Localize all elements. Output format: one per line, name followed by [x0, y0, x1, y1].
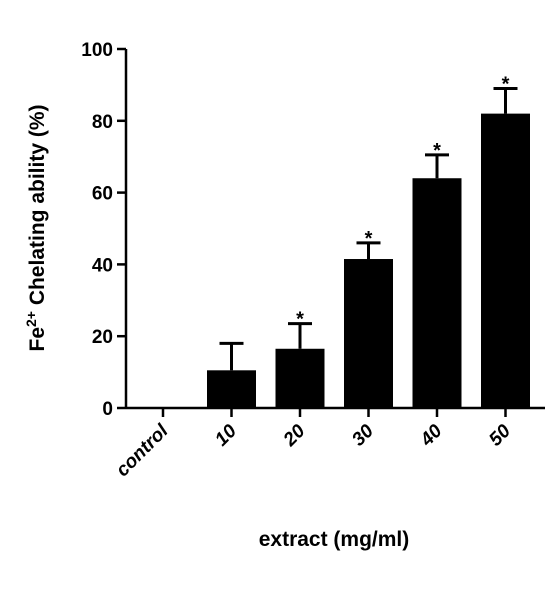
- x-tick-label: 50: [485, 420, 515, 450]
- bars: [207, 113, 530, 409]
- y-tick-label: 20: [92, 327, 113, 348]
- bar: [481, 113, 530, 409]
- bar: [344, 259, 393, 408]
- y-axis-title-rest: Chelating ability (%): [26, 105, 49, 312]
- x-tick-label: 20: [279, 420, 310, 451]
- x-tick-label: control: [112, 420, 173, 481]
- y-tick-label: 60: [92, 184, 113, 205]
- y-ticks: 0 20 40 60 80 100: [81, 40, 126, 420]
- y-tick-label: 100: [81, 40, 113, 61]
- y-tick-label: 40: [92, 255, 113, 276]
- x-tick-label: 10: [211, 420, 241, 450]
- y-tick-label: 0: [102, 399, 113, 420]
- x-tick-label: 40: [416, 420, 447, 451]
- y-axis-title-main: Fe: [26, 327, 49, 352]
- x-axis-title: extract (mg/ml): [259, 528, 410, 551]
- significance-mark: *: [433, 140, 441, 162]
- x-tick-label: 30: [348, 420, 378, 450]
- y-tick-label: 80: [92, 112, 113, 133]
- bar: [412, 178, 462, 408]
- y-axis-title-superscript: 2+: [23, 311, 39, 327]
- significance-mark: *: [502, 73, 510, 95]
- x-ticks: control 10 20 30 40 50: [112, 408, 515, 481]
- bar: [275, 348, 325, 408]
- significance-mark: *: [296, 309, 304, 331]
- y-axis-title: Fe2+ Chelating ability (%): [23, 105, 49, 352]
- significance-mark: *: [365, 228, 373, 250]
- error-bars: [219, 86, 518, 371]
- significance-marks: * * * *: [296, 73, 510, 330]
- bar: [207, 370, 256, 408]
